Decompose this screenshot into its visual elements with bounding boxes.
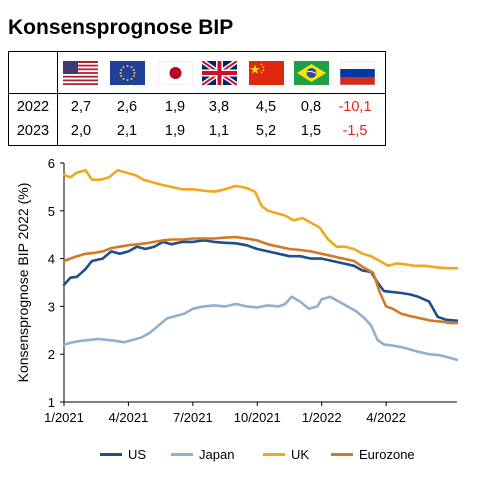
y-tick-label: 5 — [48, 204, 55, 219]
legend-label-uk: UK — [291, 446, 310, 462]
brazil-flag-icon — [294, 61, 329, 85]
value-2022-brazil: 0,8 — [300, 99, 322, 115]
page-title: Konsensprognose BIP — [8, 16, 234, 39]
legend-item-japan: Japan — [171, 444, 234, 464]
russia-flag-icon — [340, 61, 375, 85]
x-tick-label: 10/2021 — [234, 410, 281, 425]
value-2023-eurozone: 2,1 — [116, 123, 138, 139]
value-2022-china: 4,5 — [255, 99, 277, 115]
table-divider — [9, 93, 385, 94]
series-line-eurozone — [62, 235, 459, 325]
forecast-table: 2022 2023 2,7 2,6 1,9 3,8 4,5 0,8 -10,1 … — [8, 51, 386, 146]
table-divider — [57, 52, 58, 145]
series-line-uk — [62, 168, 459, 270]
value-2023-uk: 1,1 — [208, 123, 230, 139]
legend-swatch-us — [100, 452, 122, 456]
legend-label-eurozone: Eurozone — [359, 446, 415, 462]
x-tick-label: 4/2021 — [109, 410, 149, 425]
y-tick-label: 4 — [48, 252, 55, 267]
row-label-2022: 2022 — [16, 99, 50, 115]
x-tick-label: 1/2022 — [302, 410, 342, 425]
y-axis-label: Konsensprognose BIP 2022 (%) — [15, 183, 31, 383]
value-2023-china: 5,2 — [255, 123, 277, 139]
series-line-us — [62, 239, 459, 322]
legend-swatch-eurozone — [331, 452, 353, 456]
y-tick-label: 6 — [48, 156, 55, 171]
row-label-2023: 2023 — [16, 123, 50, 139]
value-2022-eurozone: 2,6 — [116, 99, 138, 115]
legend-item-us: US — [100, 444, 146, 464]
value-2022-russia: -10,1 — [338, 99, 372, 115]
value-2023-russia: -1,5 — [342, 123, 368, 139]
legend-item-eurozone: Eurozone — [331, 444, 415, 464]
legend-swatch-japan — [171, 452, 193, 456]
eu-flag-icon — [110, 61, 145, 85]
x-tick-label: 4/2022 — [366, 410, 406, 425]
japan-flag-icon — [158, 61, 193, 85]
value-2022-japan: 1,9 — [164, 99, 186, 115]
legend-swatch-uk — [263, 452, 285, 456]
x-tick-label: 1/2021 — [44, 410, 84, 425]
legend-label-japan: Japan — [199, 446, 235, 462]
legend-label-us: US — [128, 446, 147, 462]
y-tick-label: 1 — [48, 395, 55, 410]
value-2023-japan: 1,9 — [164, 123, 186, 139]
value-2022-uk: 3,8 — [208, 99, 230, 115]
value-2022-us: 2,7 — [70, 99, 92, 115]
chart-legend: US Japan UK Eurozone — [0, 444, 500, 464]
legend-item-uk: UK — [263, 444, 309, 464]
x-tick-label: 7/2021 — [173, 410, 213, 425]
y-tick-label: 2 — [48, 347, 55, 362]
value-2023-brazil: 1,5 — [300, 123, 322, 139]
uk-flag-icon — [202, 61, 237, 85]
china-flag-icon — [249, 61, 284, 85]
usa-flag-icon — [63, 61, 98, 85]
y-tick-label: 3 — [48, 299, 55, 314]
value-2023-us: 2,0 — [70, 123, 92, 139]
gdp-forecast-line-chart: 1 2 3 4 5 6 1/2021 4/2021 7/2021 10/2021 1/2022 4/2… — [15, 156, 459, 425]
series-line-japan — [62, 295, 459, 362]
